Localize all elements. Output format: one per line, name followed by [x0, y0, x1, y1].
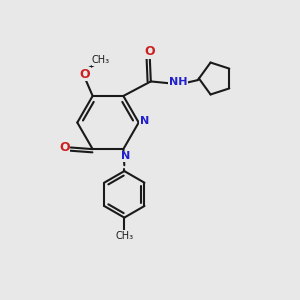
Text: CH₃: CH₃: [115, 231, 134, 241]
Text: O: O: [79, 68, 90, 81]
Text: N: N: [140, 116, 149, 126]
Text: CH₃: CH₃: [92, 55, 110, 65]
Text: O: O: [145, 45, 155, 58]
Text: NH: NH: [169, 77, 188, 87]
Text: O: O: [59, 141, 70, 154]
Text: N: N: [121, 151, 130, 161]
